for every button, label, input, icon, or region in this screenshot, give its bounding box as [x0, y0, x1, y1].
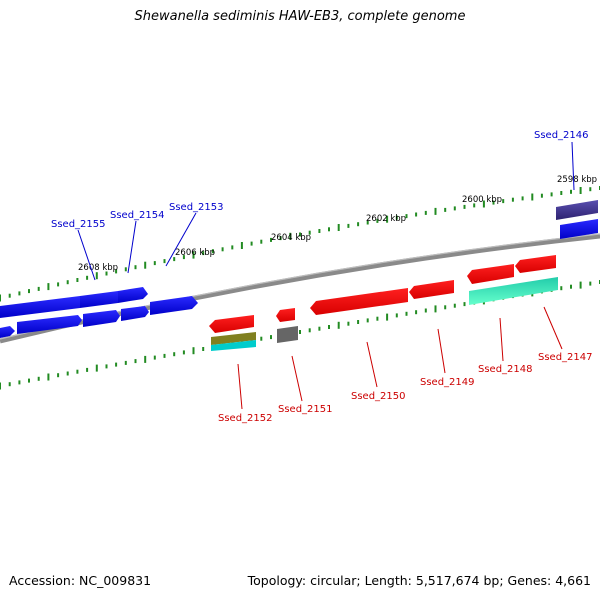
forward-leader-lines [77, 141, 575, 281]
forward-cds-row-lower [0, 219, 598, 338]
gene-label-ssed-2147[interactable]: Ssed_2147 [538, 352, 593, 363]
leader-line [543, 306, 563, 350]
tick-label: 2600 kbp [462, 195, 502, 205]
gene-feature-purple[interactable] [556, 200, 598, 220]
gene-feature-reverse[interactable] [409, 280, 454, 299]
leader-line [366, 341, 378, 388]
gene-label-ssed-2152[interactable]: Ssed_2152 [218, 413, 273, 424]
tick-label: 2602 kbp [366, 214, 406, 224]
forward-tick-track [0, 186, 600, 302]
gene-feature-cyan[interactable] [211, 340, 256, 351]
gene-label-ssed-2151[interactable]: Ssed_2151 [278, 404, 333, 415]
leader-line [291, 355, 303, 402]
gene-feature-forward[interactable] [83, 310, 120, 327]
leader-line [237, 363, 243, 410]
gene-feature-forward[interactable] [0, 296, 80, 318]
gene-feature-forward[interactable] [17, 315, 82, 334]
leader-line [127, 220, 137, 274]
gene-feature-gray[interactable] [277, 326, 298, 343]
gene-label-ssed-2150[interactable]: Ssed_2150 [351, 391, 406, 402]
tick-label: 2606 kbp [175, 248, 215, 258]
gene-feature-forward[interactable] [150, 296, 198, 315]
leader-line [571, 141, 575, 191]
gene-feature-reverse[interactable] [515, 255, 556, 273]
gene-feature-forward[interactable] [0, 326, 15, 338]
gene-label-ssed-2148[interactable]: Ssed_2148 [478, 364, 533, 375]
leader-line [77, 229, 96, 281]
gene-feature-reverse[interactable] [310, 288, 408, 315]
leader-line [437, 328, 446, 374]
gene-feature-forward[interactable] [121, 306, 149, 321]
page-title: Shewanella sediminis HAW-EB3, complete g… [134, 9, 466, 24]
reverse-leader-lines [237, 306, 563, 410]
gene-label-ssed-2149[interactable]: Ssed_2149 [420, 377, 475, 388]
forward-cds-row-upper [0, 287, 198, 318]
tick-label: 2608 kbp [78, 263, 118, 273]
gene-feature-forward[interactable] [118, 287, 148, 303]
gene-label-ssed-2154[interactable]: Ssed_2154 [110, 210, 165, 221]
gene-label-ssed-2153[interactable]: Ssed_2153 [169, 202, 224, 213]
tick-label: 2604 kbp [271, 233, 311, 243]
gene-label-ssed-2146[interactable]: Ssed_2146 [534, 130, 589, 141]
reverse-cds-row [209, 255, 556, 333]
accession-label: Accession: NC_009831 [9, 573, 152, 588]
gene-label-ssed-2155[interactable]: Ssed_2155 [51, 219, 106, 230]
tick-label: 2598 kbp [557, 175, 597, 185]
gene-feature-reverse[interactable] [209, 315, 254, 333]
leader-line [499, 317, 504, 362]
leader-line [165, 212, 197, 267]
gene-feature-olive[interactable] [211, 332, 256, 345]
gene-feature-forward[interactable] [80, 291, 118, 308]
gene-feature-reverse[interactable] [276, 308, 295, 322]
genome-summary-label: Topology: circular; Length: 5,517,674 bp… [247, 573, 591, 588]
gene-feature-teal[interactable] [469, 277, 558, 305]
gene-feature-forward[interactable] [560, 219, 598, 239]
gene-feature-reverse[interactable] [467, 264, 514, 284]
